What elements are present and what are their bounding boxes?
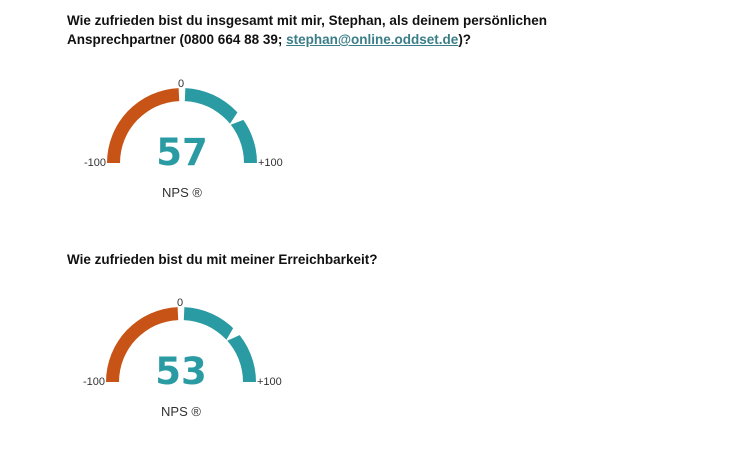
- gauge-positive-band: [183, 307, 256, 382]
- gauge-pointer: [228, 110, 246, 126]
- gauge-metric-label: NPS ®: [161, 404, 201, 419]
- gauge-positive-band: [184, 88, 257, 163]
- gauge-value: 53: [155, 350, 207, 393]
- question-availability: Wie zufrieden bist du mit meiner Erreich…: [67, 252, 378, 267]
- nps-gauge-overall: 0 -100 +100 57 NPS ®: [70, 75, 300, 215]
- gauge-arc: [107, 88, 257, 163]
- question-overall-satisfaction: Wie zufrieden bist du insgesamt mit mir,…: [67, 11, 627, 49]
- gauge-min-label: -100: [83, 376, 106, 388]
- gauge-pointer: [225, 326, 242, 342]
- question-text: Wie zufrieden bist du insgesamt mit mir,…: [67, 13, 547, 47]
- nps-gauge-availability: 0 -100 +100 53 NPS ®: [69, 294, 299, 434]
- gauge-arc: [106, 307, 256, 382]
- gauge-max-label: +100: [257, 376, 282, 388]
- gauge-negative-band: [107, 88, 180, 163]
- gauge-mid-label: 0: [178, 78, 185, 90]
- gauge-max-label: +100: [258, 157, 283, 169]
- gauge-mid-label: 0: [177, 297, 184, 309]
- gauge-negative-band: [106, 307, 179, 382]
- gauge-value: 57: [156, 131, 208, 174]
- gauge-metric-label: NPS ®: [162, 185, 202, 200]
- gauge-min-label: -100: [84, 157, 107, 169]
- email-link[interactable]: stephan@online.oddset.de: [286, 32, 459, 47]
- question-text-end: )?: [458, 32, 472, 47]
